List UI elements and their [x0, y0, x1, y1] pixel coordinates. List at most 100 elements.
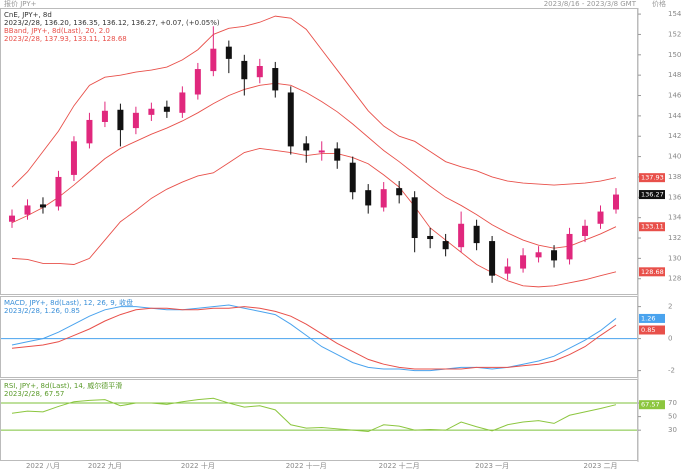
- y-tick-label: 152: [668, 30, 681, 38]
- x-tick-label: 2022 九月: [88, 461, 122, 470]
- last-value-label: 133.11: [641, 223, 664, 231]
- candle-body: [566, 233, 573, 260]
- overlay-name: BBand, JPY+, 8d(Last), 20, 2.0: [4, 27, 110, 35]
- header-right: 2023/8/16 - 2023/3/8 GMT: [544, 0, 637, 8]
- last-value-badge: [639, 400, 665, 410]
- y-tick-label: 2: [668, 303, 672, 311]
- last-value-label: 1.26: [641, 314, 655, 322]
- y-tick-label: -2: [668, 367, 675, 375]
- candle-body: [241, 60, 248, 80]
- panel-subtitle: 2023/2/28, 1.26, 0.85: [4, 307, 80, 315]
- y-tick-label: 138: [668, 173, 681, 181]
- bollinger-band: [11, 82, 617, 249]
- y-tick-label: 142: [668, 132, 681, 140]
- candle-body: [380, 189, 387, 208]
- y-tick-label: 148: [668, 71, 681, 79]
- x-tick-label: 2022 八月: [26, 462, 60, 470]
- candle-body: [287, 92, 294, 147]
- candle-body: [39, 204, 46, 208]
- candle-body: [117, 109, 124, 131]
- last-value-badge: [639, 173, 665, 183]
- candle-body: [613, 194, 619, 210]
- last-value-badge: [639, 325, 665, 335]
- y-tick-label: 150: [668, 51, 681, 59]
- candle-body: [334, 148, 341, 161]
- x-tick-label: 2023 二月: [583, 462, 617, 470]
- candle-body: [520, 255, 527, 269]
- candle-body: [24, 205, 31, 215]
- candle-body: [535, 252, 542, 258]
- y-tick-label: 70: [668, 399, 677, 407]
- candle-body: [179, 92, 186, 113]
- candle-body: [551, 250, 558, 261]
- last-value-label: 136.27: [641, 191, 664, 199]
- y-tick-label: 146: [668, 92, 682, 100]
- candle-body: [489, 241, 496, 276]
- candle-body: [101, 110, 108, 122]
- panel-title: CnE, JPY+, 8d: [4, 11, 52, 19]
- candle-body: [9, 215, 15, 222]
- y-tick-label: 134: [668, 214, 682, 222]
- x-tick-label: 2023 一月: [475, 462, 509, 470]
- last-value-badge: [639, 313, 665, 323]
- candle-body: [411, 197, 418, 239]
- candle-body: [365, 190, 372, 206]
- candle-body: [458, 223, 465, 248]
- last-value-label: 67.57: [641, 401, 660, 409]
- candle-body: [256, 66, 263, 78]
- header-left: 报价 JPY+: [4, 0, 37, 8]
- candle-body: [318, 150, 325, 153]
- y-tick-label: 130: [668, 254, 681, 262]
- candle-body: [427, 235, 434, 240]
- candle-body: [272, 68, 279, 91]
- candle-body: [86, 119, 93, 144]
- candle-body: [210, 48, 217, 72]
- candle-body: [55, 176, 62, 207]
- candle-body: [396, 188, 403, 196]
- indicator-line: [11, 306, 617, 370]
- y-tick-label: 154: [668, 10, 682, 18]
- candle-body: [225, 46, 232, 59]
- candle-body: [132, 112, 139, 129]
- last-value-badge: [639, 222, 665, 232]
- candle-body: [148, 108, 155, 115]
- panel-subtitle: 2023/2/28, 67.57: [4, 390, 64, 398]
- indicator-line: [11, 304, 617, 372]
- candle-body: [163, 106, 170, 112]
- candle-body: [194, 69, 201, 95]
- x-tick-label: 2022 十二月: [379, 461, 420, 470]
- panel-subtitle: 2023/2/28, 136.20, 136.35, 136.12, 136.2…: [4, 19, 220, 27]
- indicator-line: [11, 397, 617, 433]
- x-tick-label: 2022 十月: [181, 461, 215, 470]
- candle-body: [442, 241, 449, 250]
- candle-body: [582, 225, 589, 236]
- candle-body: [70, 141, 77, 175]
- last-value-badge: [639, 190, 665, 200]
- y-tick-label: 136: [668, 193, 682, 201]
- y-tick-label: 50: [668, 413, 677, 421]
- bollinger-band: [11, 15, 617, 188]
- last-value-label: 128.68: [641, 268, 664, 276]
- y-tick-label: 144: [668, 112, 682, 120]
- y-tick-label: 132: [668, 234, 681, 242]
- axis-title: 价格: [652, 0, 666, 8]
- candle-body: [303, 143, 310, 151]
- x-tick-label: 2022 十一月: [286, 461, 327, 470]
- y-tick-label: 140: [668, 153, 681, 161]
- panel-title: MACD, JPY+, 8d(Last), 12, 26, 9, 收盘: [4, 298, 133, 307]
- candle-body: [349, 162, 356, 193]
- last-value-badge: [639, 267, 665, 277]
- y-tick-label: 0: [668, 335, 672, 343]
- last-value-label: 0.85: [641, 326, 655, 334]
- candle-body: [473, 225, 480, 244]
- panel-title: RSI, JPY+, 8d(Last), 14, 威尔德平滑: [4, 381, 122, 390]
- candle-body: [504, 266, 511, 274]
- overlay-values: 2023/2/28, 137.93, 133.11, 128.68: [4, 35, 127, 43]
- bollinger-band: [11, 147, 617, 288]
- last-value-label: 137.93: [641, 174, 664, 182]
- y-tick-label: 30: [668, 426, 677, 434]
- candle-body: [597, 211, 604, 224]
- y-tick-label: 128: [668, 275, 681, 283]
